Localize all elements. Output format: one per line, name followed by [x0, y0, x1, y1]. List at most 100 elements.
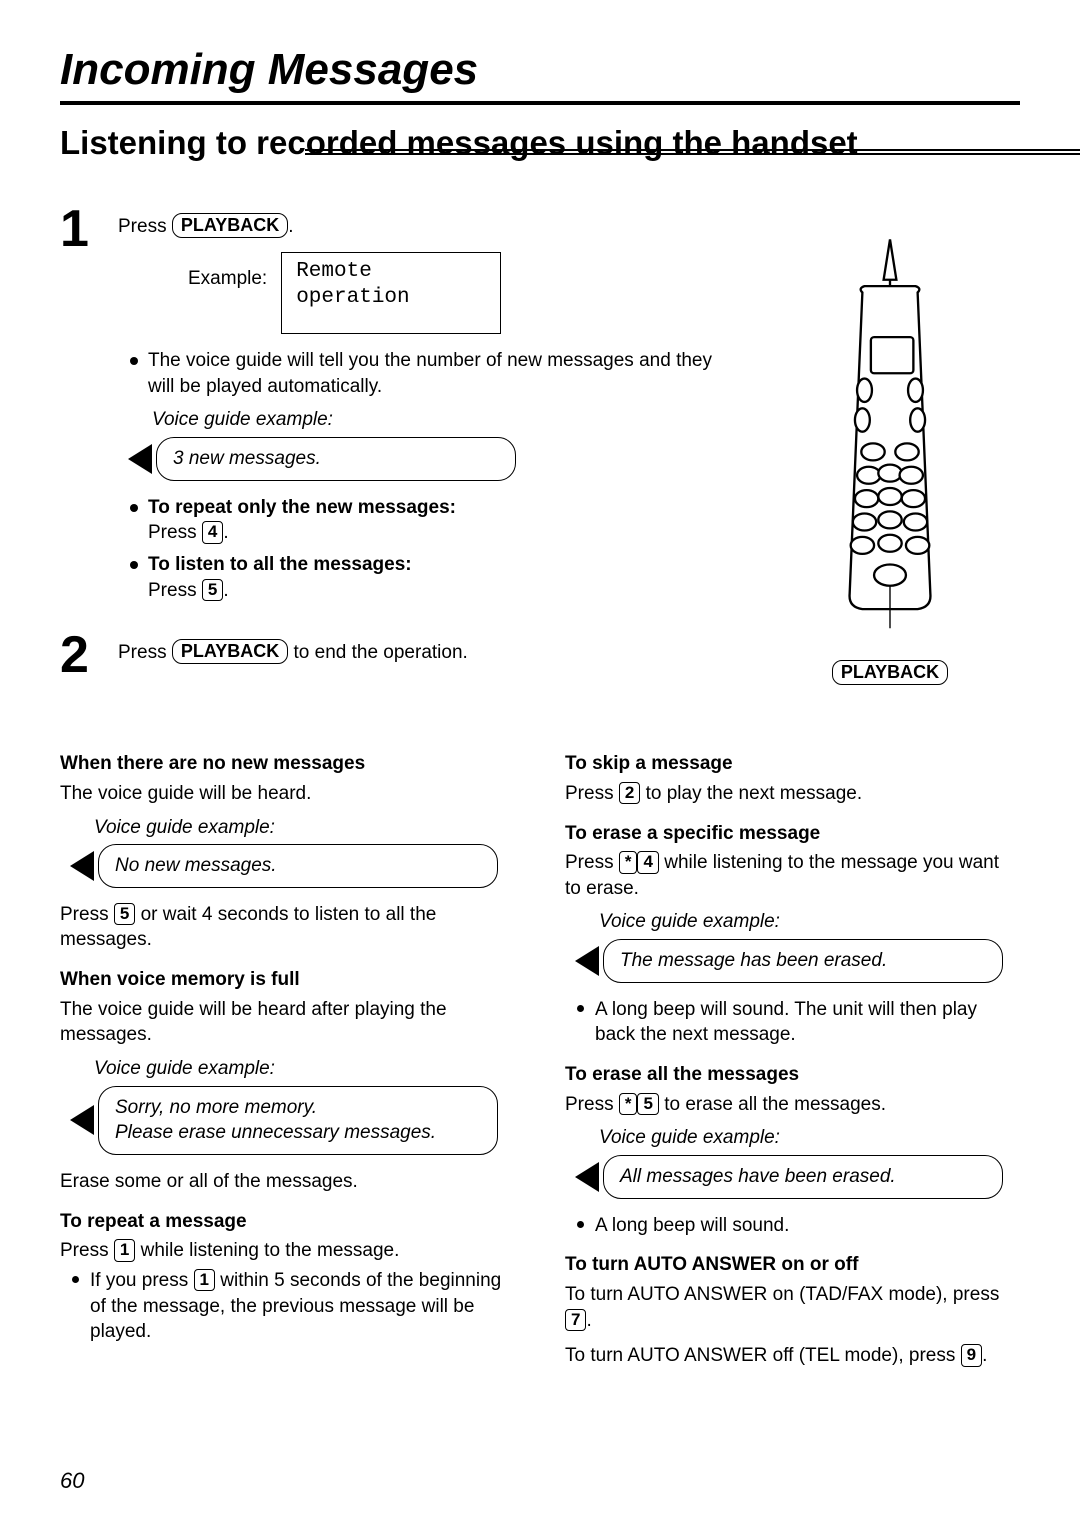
text: To turn AUTO ANSWER on (TAD/FAX mode), p…	[565, 1284, 999, 1305]
voice-bubble-row: 3 new messages.	[128, 437, 740, 481]
voice-bubble: Sorry, no more memory. Please erase unne…	[98, 1086, 498, 1155]
bullet: To listen to all the messages: Press 5.	[130, 552, 740, 603]
playback-key: PLAYBACK	[172, 213, 288, 238]
erase-one-bullets: A long beep will sound. The unit will th…	[565, 997, 1020, 1048]
text: while listening to the message.	[135, 1240, 399, 1261]
playback-key: PLAYBACK	[172, 639, 288, 664]
text: If you press	[90, 1270, 194, 1291]
text: .	[288, 216, 293, 237]
example-label: Example:	[188, 252, 267, 292]
text: Press 1 while listening to the message.	[60, 1238, 515, 1264]
bullet: A long beep will sound. The unit will th…	[577, 997, 1020, 1048]
lcd-display: Remote operation	[281, 252, 501, 335]
key-star: *	[619, 851, 638, 873]
text: Erase some or all of the messages.	[60, 1169, 515, 1195]
text: To turn AUTO ANSWER on (TAD/FAX mode), p…	[565, 1282, 1020, 1333]
key-5: 5	[202, 579, 223, 601]
step-1-number: 1	[60, 203, 100, 609]
playback-label: PLAYBACK	[832, 660, 948, 685]
key-star: *	[619, 1093, 638, 1115]
voice-bubble-row: The message has been erased.	[575, 939, 1020, 983]
text: .	[586, 1310, 591, 1331]
text: Press *5 to erase all the messages.	[565, 1092, 1020, 1118]
text: Press	[118, 642, 172, 663]
bubble-line-2: Please erase unnecessary messages.	[115, 1120, 481, 1146]
speaker-icon	[575, 946, 599, 976]
voice-bubble-row: No new messages.	[70, 844, 515, 888]
voice-guide-label: Voice guide example:	[599, 909, 1020, 935]
step-1-bullets: The voice guide will tell you the number…	[118, 348, 740, 399]
heading-rule	[305, 149, 1080, 155]
bullet: The voice guide will tell you the number…	[130, 348, 740, 399]
bullet: To repeat only the new messages: Press 4…	[130, 495, 740, 546]
text: Press	[118, 216, 172, 237]
text-bold: To listen to all the messages:	[148, 554, 412, 575]
erase-all-bullets: A long beep will sound.	[565, 1213, 1020, 1239]
voice-guide-label: Voice guide example:	[94, 1056, 515, 1082]
key-5: 5	[637, 1093, 658, 1115]
lcd-example: Example: Remote operation	[188, 252, 740, 335]
right-column: To skip a message Press 2 to play the ne…	[565, 751, 1020, 1373]
page-title: Incoming Messages	[60, 40, 1020, 105]
text: .	[223, 522, 228, 543]
lcd-line-1: Remote	[296, 259, 486, 285]
key-4: 4	[202, 521, 223, 543]
step-2: 2 Press PLAYBACK to end the operation.	[60, 629, 740, 681]
text-bold: To repeat only the new messages:	[148, 497, 456, 518]
speaker-icon	[575, 1162, 599, 1192]
key-1: 1	[194, 1269, 215, 1291]
text: Press 5 or wait 4 seconds to listen to a…	[60, 902, 515, 953]
voice-guide-label: Voice guide example:	[599, 1125, 1020, 1151]
voice-guide-label: Voice guide example:	[94, 815, 515, 841]
text: to erase all the messages.	[659, 1094, 886, 1115]
handset-illustration: PLAYBACK	[760, 203, 1020, 701]
speaker-icon	[70, 851, 94, 881]
text: To turn AUTO ANSWER off (TEL mode), pres…	[565, 1345, 961, 1366]
text: to play the next message.	[640, 783, 862, 804]
section-heading: Listening to recorded messages using the…	[60, 123, 1020, 163]
heading-memory-full: When voice memory is full	[60, 967, 515, 993]
repeat-bullets: If you press 1 within 5 seconds of the b…	[60, 1268, 515, 1345]
text: The voice guide will be heard after play…	[60, 997, 515, 1048]
step-2-instruction: Press PLAYBACK to end the operation.	[118, 639, 740, 666]
text: Press	[565, 1094, 619, 1115]
key-9: 9	[961, 1344, 982, 1366]
bullet: A long beep will sound.	[577, 1213, 1020, 1239]
text: Press *4 while listening to the message …	[565, 850, 1020, 901]
heading-skip: To skip a message	[565, 751, 1020, 777]
heading-no-new: When there are no new messages	[60, 751, 515, 777]
bubble-line-1: Sorry, no more memory.	[115, 1095, 481, 1121]
page-number: 60	[60, 1466, 84, 1496]
voice-bubble: All messages have been erased.	[603, 1155, 1003, 1199]
text: to end the operation.	[288, 642, 468, 663]
handset-svg	[805, 233, 975, 637]
voice-bubble-row: Sorry, no more memory. Please erase unne…	[70, 1086, 515, 1155]
bullet: If you press 1 within 5 seconds of the b…	[72, 1268, 515, 1345]
left-column: When there are no new messages The voice…	[60, 751, 515, 1373]
text: Press	[60, 904, 114, 925]
step-2-number: 2	[60, 629, 100, 681]
voice-guide-label: Voice guide example:	[152, 407, 740, 433]
text: Press	[60, 1240, 114, 1261]
heading-erase-all: To erase all the messages	[565, 1062, 1020, 1088]
step-1-options: To repeat only the new messages: Press 4…	[118, 495, 740, 604]
step-1: 1 Press PLAYBACK. Example: Remote operat…	[60, 203, 740, 609]
voice-bubble: The message has been erased.	[603, 939, 1003, 983]
key-2: 2	[619, 782, 640, 804]
section-heading-text: Listening to recorded messages using the…	[60, 124, 858, 161]
voice-bubble: 3 new messages.	[156, 437, 516, 481]
text: To turn AUTO ANSWER off (TEL mode), pres…	[565, 1343, 1020, 1369]
text: .	[223, 580, 228, 601]
text: Press	[565, 783, 619, 804]
speaker-icon	[128, 444, 152, 474]
voice-bubble: No new messages.	[98, 844, 498, 888]
text: Press	[565, 852, 619, 873]
step-1-instruction: Press PLAYBACK.	[118, 213, 740, 240]
text: Press	[148, 580, 202, 601]
text: Press 2 to play the next message.	[565, 781, 1020, 807]
key-5: 5	[114, 903, 135, 925]
heading-auto-answer: To turn AUTO ANSWER on or off	[565, 1252, 1020, 1278]
text: The voice guide will be heard.	[60, 781, 515, 807]
key-1: 1	[114, 1239, 135, 1261]
heading-erase-specific: To erase a specific message	[565, 821, 1020, 847]
